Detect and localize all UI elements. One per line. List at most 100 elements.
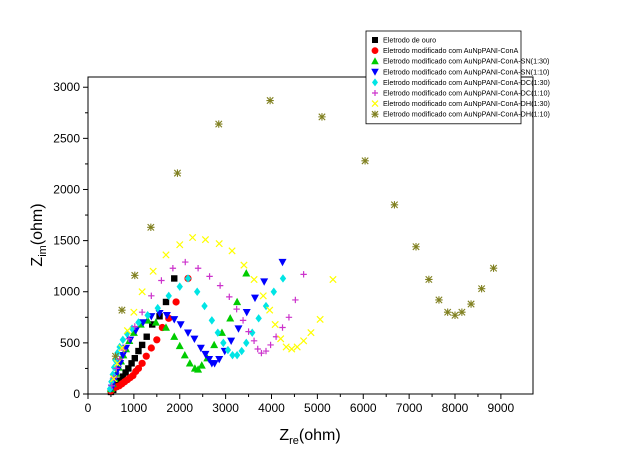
y-tick-label: 500 (60, 336, 80, 350)
data-point (390, 201, 399, 209)
data-point (110, 374, 117, 381)
x-tick-label: 3000 (212, 401, 239, 415)
axes: 0 1000 2000 3000 4000 5000 6000 7000 8000 9000 0 50… (53, 80, 514, 415)
legend-marker (372, 37, 378, 43)
data-point (131, 355, 138, 362)
x-tick-label: 7000 (396, 401, 423, 415)
data-point (277, 335, 285, 343)
data-point (260, 278, 269, 286)
data-point (242, 269, 251, 277)
data-point (215, 356, 224, 364)
data-point (210, 340, 219, 349)
legend-marker (371, 110, 379, 118)
y-tick-label: 2000 (53, 182, 80, 196)
data-point (329, 275, 337, 284)
data-point (176, 241, 184, 249)
data-point (227, 337, 236, 346)
data-point (206, 273, 213, 280)
y-axis-title: Zim(ohm) (29, 203, 49, 266)
data-point (467, 300, 475, 308)
data-point (131, 271, 139, 280)
data-point (119, 373, 127, 380)
data-point (201, 350, 210, 359)
data-point (243, 338, 250, 348)
y-tick-label: 1000 (53, 285, 80, 299)
series-6 (108, 258, 307, 390)
data-points (106, 96, 498, 396)
data-point (170, 316, 179, 324)
plot-frame (87, 76, 534, 395)
data-point (233, 297, 242, 306)
data-point (443, 308, 452, 316)
data-point (292, 296, 299, 304)
data-point (108, 382, 116, 390)
data-point (425, 275, 433, 284)
data-point (259, 292, 267, 300)
data-point (158, 277, 165, 284)
data-point (255, 314, 262, 323)
y-tick-label: 3000 (53, 80, 80, 94)
data-point (151, 318, 160, 326)
data-point (153, 336, 161, 344)
x-tick-label: 5000 (304, 401, 331, 415)
data-point (224, 345, 232, 355)
data-point (300, 271, 307, 278)
data-point (161, 323, 170, 331)
data-point (318, 113, 326, 121)
legend-marker (372, 78, 378, 87)
data-point (250, 337, 258, 345)
data-point (125, 365, 132, 372)
data-point (154, 303, 161, 313)
data-point (279, 324, 286, 331)
x-tick-label: 0 (85, 401, 92, 415)
data-point (215, 240, 223, 248)
data-point (214, 328, 222, 337)
x-tick-label: 6000 (350, 401, 377, 415)
data-point (190, 335, 199, 343)
data-point (226, 293, 233, 301)
data-point (228, 247, 236, 255)
x-tick-label: 2000 (166, 401, 193, 415)
data-point (226, 314, 235, 322)
series-1 (107, 275, 178, 396)
data-point (316, 315, 324, 323)
data-point (193, 287, 201, 296)
data-point (149, 267, 157, 275)
data-point (249, 328, 256, 337)
data-point (238, 346, 245, 356)
data-point (165, 291, 172, 301)
data-point (197, 361, 206, 369)
legend-marker (372, 90, 378, 96)
data-point (288, 345, 296, 353)
data-point (299, 337, 308, 345)
data-point (147, 223, 155, 232)
data-point (234, 325, 243, 333)
data-point (196, 344, 205, 353)
data-point (216, 282, 224, 289)
data-point (266, 306, 274, 314)
data-point (143, 333, 150, 340)
data-point (250, 294, 259, 303)
series-7 (110, 233, 337, 383)
data-point (266, 96, 274, 105)
legend-box (365, 30, 522, 125)
data-point (135, 347, 142, 355)
data-point (361, 157, 369, 165)
legend-label: Eletrodo modificado com AuNpPANI-ConA (383, 46, 518, 55)
legend-label: Eletrodo modificado com AuNpPANI-ConA-DC… (383, 78, 550, 87)
data-point (258, 349, 265, 357)
legend-label: Eletrodo modificado com AuNpPANI-ConA-DC… (383, 89, 550, 98)
x-tick-label: 9000 (488, 401, 515, 415)
y-tick-label: 2500 (53, 131, 80, 145)
data-point (233, 350, 241, 360)
y-tick-label: 0 (73, 387, 80, 401)
data-point (162, 312, 171, 320)
legend-label: Eletrodo modificado com AuNpPANI-ConA-DH… (383, 99, 550, 108)
data-point (307, 329, 315, 337)
data-point (242, 308, 251, 317)
data-point (175, 341, 184, 350)
x-tick-label: 8000 (442, 401, 469, 415)
data-point (162, 251, 170, 259)
data-point (201, 301, 208, 311)
data-point (118, 306, 126, 314)
